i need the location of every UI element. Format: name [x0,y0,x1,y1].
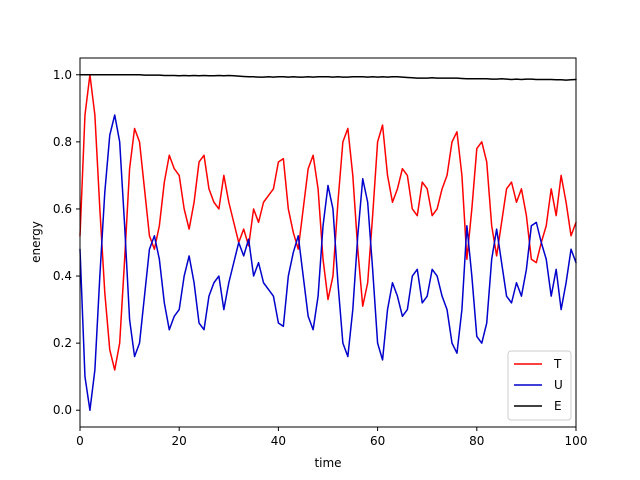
legend: TUE [507,350,572,421]
y-axis: 0.0 0.2 0.4 0.6 0.8 1.0 [53,68,80,417]
x-axis: 0 20 40 60 80 100 [76,427,587,448]
y-tick-label: 0.6 [53,202,72,216]
x-tick-label: 40 [271,434,286,448]
legend-label-U: U [554,378,563,392]
plot-frame [79,57,577,428]
y-tick-label: 1.0 [53,68,72,82]
y-tick-label: 0.2 [53,336,72,350]
x-tick-label: 80 [469,434,484,448]
x-tick-label: 60 [370,434,385,448]
series-line-T [79,74,577,371]
series-line-E [79,74,577,81]
series-layer [79,74,577,411]
x-tick-label: 20 [172,434,187,448]
y-tick-label: 0.0 [53,403,72,417]
y-tick-label: 0.4 [53,269,72,283]
x-axis-title: time [314,456,341,470]
legend-label-T: T [553,357,562,371]
series-line-U [79,114,577,411]
y-axis-title: energy [29,221,43,263]
y-tick-label: 0.8 [53,135,72,149]
x-tick-label: 0 [76,434,84,448]
legend-label-E: E [554,399,562,413]
x-tick-label: 100 [565,434,588,448]
